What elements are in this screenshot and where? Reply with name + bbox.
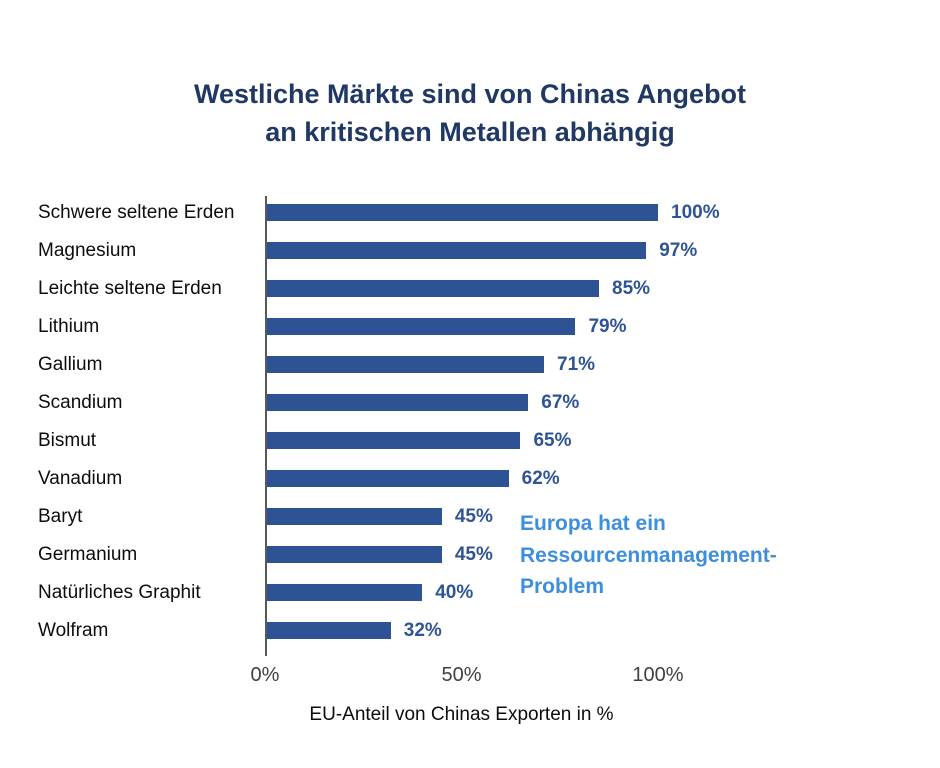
bar-row: Leichte seltene Erden 85% — [38, 270, 940, 308]
bar-row: Gallium 71% — [38, 346, 940, 384]
category-label: Lithium — [38, 315, 100, 337]
annotation-line: Ressourcenmanagement- — [520, 543, 777, 567]
bar-row: Natürliches Graphit 40% — [38, 574, 940, 612]
bar-chart-rows: Schwere seltene Erden 100% Magnesium 97% Lei… — [38, 194, 940, 656]
bar-row: Scandium 67% — [38, 384, 940, 422]
bar — [265, 204, 658, 222]
category-label: Scandium — [38, 391, 123, 413]
bar — [265, 242, 647, 260]
category-label: Natürliches Graphit — [38, 581, 201, 603]
bar-row: Baryt 45% — [38, 498, 940, 536]
category-label: Baryt — [38, 505, 83, 527]
bar — [265, 470, 509, 488]
value-label: 45% — [454, 505, 493, 527]
bar-row: Lithium 79% — [38, 308, 940, 346]
chart-title: Westliche Märkte sind von Chinas Angebot… — [0, 0, 940, 152]
annotation-text: Europa hat ein Ressourcenmanagement- Probl… — [520, 508, 777, 603]
value-label: 97% — [659, 239, 698, 261]
bar — [265, 318, 576, 336]
category-label: Leichte seltene Erden — [38, 277, 222, 299]
chart-title-line2: an kritischen Metallen abhängig — [265, 116, 675, 147]
value-label: 79% — [588, 315, 627, 337]
value-label: 45% — [454, 543, 493, 565]
value-label: 65% — [533, 429, 572, 451]
annotation-line: Problem — [520, 575, 605, 598]
bar-row: Germanium 45% — [38, 536, 940, 574]
value-label: 85% — [612, 277, 651, 299]
value-label: 32% — [403, 619, 442, 641]
value-label: 40% — [435, 581, 474, 603]
category-label: Wolfram — [38, 619, 109, 641]
x-axis-label: EU-Anteil von Chinas Exporten in % — [309, 703, 614, 725]
bar-row: Schwere seltene Erden 100% — [38, 194, 940, 232]
bar — [265, 432, 521, 450]
bar — [265, 508, 442, 526]
annotation-line: Europa hat ein — [520, 512, 666, 535]
value-label: 62% — [521, 467, 560, 489]
category-label: Bismut — [38, 429, 97, 451]
chart-title-line1: Westliche Märkte sind von Chinas Angebot — [193, 79, 747, 109]
x-axis: EU-Anteil von Chinas Exporten in % 0% 50%… — [38, 663, 940, 725]
bar — [265, 356, 545, 374]
category-label: Gallium — [38, 353, 103, 375]
bar — [265, 546, 442, 564]
value-label: 67% — [541, 391, 580, 413]
bar — [265, 622, 391, 640]
x-axis-tick: 0% — [250, 663, 280, 686]
x-axis-tick: 50% — [441, 663, 482, 686]
category-label: Germanium — [38, 543, 138, 565]
x-axis-tick: 100% — [632, 663, 684, 686]
category-label: Magnesium — [38, 239, 137, 261]
value-label: 100% — [671, 201, 720, 223]
bar-chart: Schwere seltene Erden 100% Magnesium 97% Lei… — [0, 194, 940, 725]
category-label: Schwere seltene Erden — [38, 201, 235, 223]
bar — [265, 394, 529, 412]
bar — [265, 280, 600, 298]
bar-row: Wolfram 32% — [38, 612, 940, 650]
bar-row: Vanadium 62% — [38, 460, 940, 498]
bar — [265, 584, 423, 602]
category-label: Vanadium — [38, 467, 123, 489]
value-label: 71% — [557, 353, 596, 375]
bar-row: Magnesium 97% — [38, 232, 940, 270]
bar-row: Bismut 65% — [38, 422, 940, 460]
